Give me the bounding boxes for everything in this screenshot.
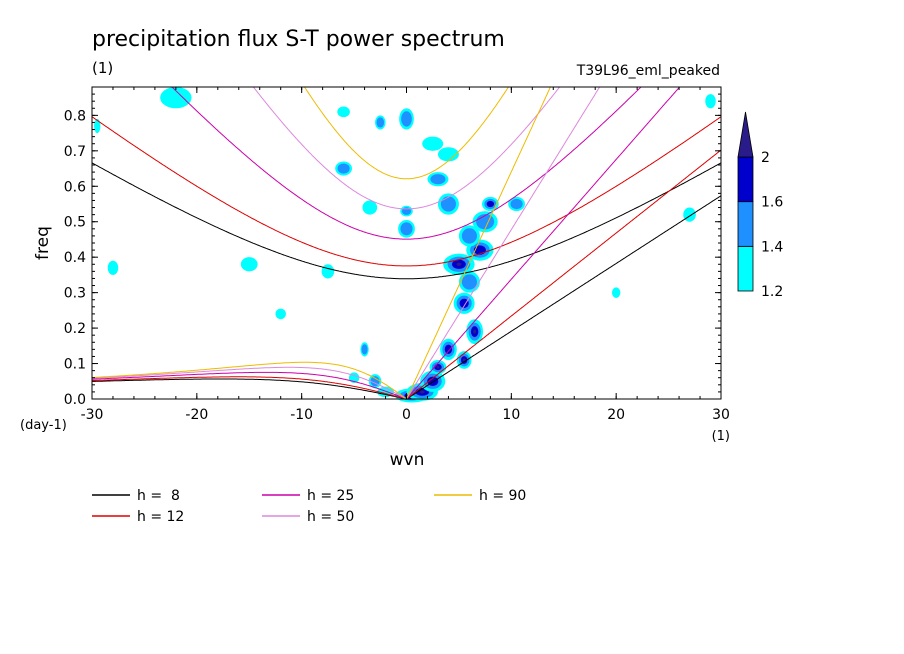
x-tick-label: 20 (607, 407, 625, 423)
x-tick-label: -30 (81, 407, 104, 423)
contour-blob-9-level-4 (456, 262, 462, 266)
y-tick-label: 0.1 (64, 357, 86, 373)
dispersion-curve-h8-rossby (92, 378, 407, 399)
contour-blob-29-level-1 (240, 257, 258, 272)
x-tick-label: -10 (290, 407, 313, 423)
legend-label-h12: h = 12 (137, 509, 184, 525)
contour-blob-24-level-2 (361, 344, 368, 355)
contour-blob-33-level-1 (683, 207, 696, 222)
dispersion-curves (92, 87, 721, 399)
colorbar-label: 2 (761, 150, 770, 166)
y-axis-ticks: 0.0 0.1 0.2 0.3 0.4 0.5 0.6 0.7 0.8 (64, 93, 721, 408)
x-axis-label: wvn (390, 450, 425, 470)
dispersion-curve-h12-rossby (92, 376, 407, 399)
y-axis-label: freq (33, 226, 53, 260)
y-tick-label: 0.6 (64, 179, 86, 195)
dispersion-curve-h8-gravity (92, 162, 721, 280)
contour-blob-17-level-2 (400, 222, 413, 236)
y-tick-label: 0.5 (64, 215, 86, 231)
contour-blob-30-level-1 (160, 87, 192, 109)
y-tick-label: 0.7 (64, 144, 86, 160)
contour-blob-16-level-2 (510, 198, 523, 210)
y-tick-label: 0.2 (64, 321, 86, 337)
contour-blob-14-level-2 (430, 174, 446, 185)
contour-blob-8-level-2 (461, 274, 477, 290)
contour-blob-22-level-2 (337, 163, 350, 174)
colorbar-segment (737, 201, 754, 247)
colorbar: 1.2 1.4 1.6 2 (737, 111, 783, 300)
dispersion-curve-h50-gravity (252, 87, 561, 210)
contour-blob-4-level-3 (444, 344, 453, 355)
plot-frame (91, 86, 722, 400)
contour-blob-3-level-4 (436, 365, 440, 369)
x-tick-label: 0 (402, 407, 411, 423)
contour-blob-19-level-2 (401, 111, 412, 127)
contour-blob-31-level-1 (107, 260, 119, 275)
contour-blob-37-level-1 (94, 118, 101, 134)
spectral-contours (94, 87, 716, 403)
y-tick-label: 0.0 (64, 392, 86, 408)
contour-blob-28-level-1 (321, 264, 335, 279)
contour-blob-38-level-1 (275, 308, 286, 320)
legend: h = 8 h = 12 h = 25 h = 50 h = 90 (92, 488, 526, 525)
dispersion-curve-h90-kelvin (406, 87, 551, 399)
colorbar-segment (737, 245, 754, 292)
contour-blob-20-level-1 (422, 136, 444, 151)
y-tick-label: 0.4 (64, 250, 86, 266)
dispersion-curve-h50-kelvin (406, 87, 601, 399)
y-tick-label: 0.8 (64, 108, 86, 124)
contour-blob-1-level-4 (419, 390, 425, 394)
dataset-label: T39L96_eml_peaked (576, 63, 720, 79)
colorbar-extend-arrow (737, 111, 754, 158)
x-tick-label: 10 (502, 407, 520, 423)
contour-blob-34-level-1 (705, 94, 716, 109)
x-tick-label: 30 (712, 407, 730, 423)
contour-blob-12-level-2 (476, 214, 495, 230)
dispersion-curve-h90-gravity (303, 87, 510, 180)
contour-blob-23-level-1 (362, 200, 378, 215)
dispersion-curve-h90-rossby (92, 361, 407, 399)
colorbar-segment (737, 156, 754, 203)
legend-label-h90: h = 90 (479, 488, 526, 504)
dispersion-curve-h12-kelvin (406, 149, 721, 399)
contour-blob-21-level-1 (437, 147, 459, 162)
dispersion-curve-h25-gravity (171, 87, 642, 240)
colorbar-label: 1.6 (761, 195, 783, 211)
legend-label-h25: h = 25 (307, 488, 354, 504)
contour-blob-35-level-2 (376, 117, 385, 128)
contour-blob-13-level-2 (440, 196, 456, 212)
x-axis-ticks: -30 -20 -10 0 10 20 30 (81, 87, 730, 423)
contour-blob-7-level-3 (459, 298, 469, 308)
contour-blob-6-level-4 (473, 329, 477, 334)
dispersion-curve-h8-kelvin (406, 195, 721, 399)
chart-title: precipitation flux S-T power spectrum (92, 27, 505, 52)
y-tick-label: 0.3 (64, 286, 86, 302)
contour-blob-36-level-1 (337, 106, 350, 118)
dispersion-curve-h25-kelvin (406, 87, 681, 399)
legend-label-h8: h = 8 (137, 488, 180, 504)
x-units-label: (1) (712, 429, 730, 444)
dispersion-curve-h50-rossby (92, 366, 407, 399)
legend-label-h50: h = 50 (307, 509, 354, 525)
x-tick-label: -20 (185, 407, 208, 423)
units-left-label: (1) (92, 59, 113, 77)
dispersion-curve-h25-rossby (92, 371, 407, 399)
contour-blob-11-level-2 (461, 228, 477, 244)
contour-blob-15-level-3 (486, 200, 495, 208)
colorbar-label: 1.4 (761, 239, 783, 255)
y-units-label: (day-1) (20, 418, 67, 433)
colorbar-label: 1.2 (761, 284, 783, 300)
dispersion-curve-h12-gravity (92, 116, 721, 267)
contour-blob-32-level-1 (611, 287, 621, 298)
